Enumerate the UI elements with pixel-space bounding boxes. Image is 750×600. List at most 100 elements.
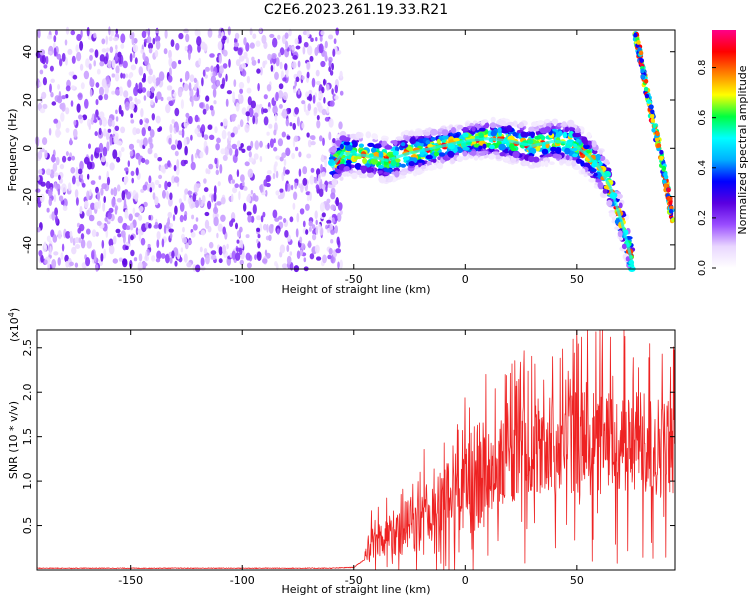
noise-blob <box>174 260 178 267</box>
ridge-blob <box>560 159 567 164</box>
noise-blob <box>216 137 221 144</box>
noise-blob <box>281 152 287 159</box>
noise-blob <box>191 97 194 107</box>
noise-blob <box>269 33 275 38</box>
alias-blob <box>640 68 645 74</box>
noise-blob <box>37 28 41 39</box>
ridge-blob <box>489 144 495 150</box>
ridge-blob <box>478 152 486 156</box>
noise-blob <box>188 115 193 125</box>
noise-blob <box>259 155 263 163</box>
ridge-blob <box>402 156 410 161</box>
ridge-blob <box>490 130 497 137</box>
noise-blob <box>268 224 274 234</box>
noise-blob <box>226 90 232 95</box>
noise-blob <box>82 114 88 121</box>
noise-blob <box>207 169 211 175</box>
spectrogram-ridge <box>327 116 636 272</box>
ridge-blob <box>588 178 596 183</box>
noise-blob <box>73 128 78 138</box>
noise-blob <box>163 48 168 55</box>
noise-blob <box>145 118 150 124</box>
noise-blob <box>183 83 189 92</box>
noise-blob <box>128 96 133 102</box>
noise-blob <box>133 86 139 97</box>
noise-blob <box>115 228 121 234</box>
ridge-blob <box>400 163 406 168</box>
noise-blob <box>300 184 304 193</box>
noise-blob <box>138 214 143 221</box>
noise-blob <box>317 103 322 112</box>
noise-blob <box>235 59 241 67</box>
noise-blob <box>164 180 168 191</box>
noise-blob <box>179 214 184 223</box>
noise-blob <box>266 131 270 136</box>
noise-blob <box>323 97 326 104</box>
noise-blob <box>318 173 321 183</box>
noise-blob <box>69 261 74 267</box>
noise-blob <box>208 163 214 170</box>
noise-blob <box>165 253 170 264</box>
noise-blob <box>162 189 166 199</box>
ridge-blob <box>342 171 348 177</box>
ridge-blob <box>438 152 446 157</box>
noise-blob <box>42 243 48 253</box>
noise-blob <box>274 71 279 80</box>
noise-blob <box>86 228 91 235</box>
noise-blob <box>76 179 80 187</box>
ridge-blob <box>603 159 610 165</box>
noise-blob <box>145 250 148 261</box>
ridge-blob <box>356 169 363 176</box>
noise-blob <box>183 122 188 129</box>
noise-blob <box>61 243 65 252</box>
noise-blob <box>293 191 298 200</box>
noise-blob <box>184 188 189 195</box>
noise-blob <box>154 196 159 206</box>
noise-blob <box>222 49 228 57</box>
noise-blob <box>47 34 53 40</box>
noise-blob <box>153 152 158 159</box>
noise-blob <box>296 116 300 127</box>
noise-blob <box>299 236 303 244</box>
ridge-core <box>330 137 635 265</box>
noise-blob <box>277 34 281 40</box>
noise-blob <box>306 195 310 202</box>
noise-blob <box>131 177 134 184</box>
ridge-blob <box>490 116 496 123</box>
noise-blob <box>77 168 83 175</box>
noise-blob <box>246 195 252 203</box>
noise-blob <box>246 145 252 151</box>
noise-blob <box>139 205 144 213</box>
noise-blob <box>69 137 73 146</box>
noise-blob <box>225 98 229 107</box>
noise-blob <box>103 128 107 137</box>
noise-blob <box>335 197 340 207</box>
noise-blob <box>239 239 244 250</box>
noise-blob <box>335 27 340 36</box>
noise-blob <box>86 209 90 217</box>
noise-blob <box>246 87 252 94</box>
ridge-blob <box>615 193 623 200</box>
ridge-blob <box>429 128 438 136</box>
noise-blob <box>130 234 134 241</box>
noise-blob <box>322 254 327 264</box>
ridge-blob <box>583 162 591 168</box>
noise-blob <box>339 210 343 215</box>
noise-blob <box>129 222 134 231</box>
noise-blob <box>61 52 66 62</box>
noise-blob <box>292 122 297 131</box>
noise-blob <box>64 254 69 263</box>
noise-blob <box>57 257 61 266</box>
noise-blob <box>76 51 82 62</box>
noise-blob <box>232 187 238 194</box>
y-tick-label: 0 <box>21 145 34 152</box>
noise-blob <box>210 65 214 73</box>
ridge-blob <box>482 143 487 149</box>
noise-blob <box>169 192 173 200</box>
alias-blob <box>651 127 656 133</box>
ridge-blob <box>595 153 601 161</box>
noise-blob <box>89 189 92 197</box>
noise-blob <box>337 202 343 211</box>
noise-blob <box>142 184 148 191</box>
noise-blob <box>45 168 52 176</box>
